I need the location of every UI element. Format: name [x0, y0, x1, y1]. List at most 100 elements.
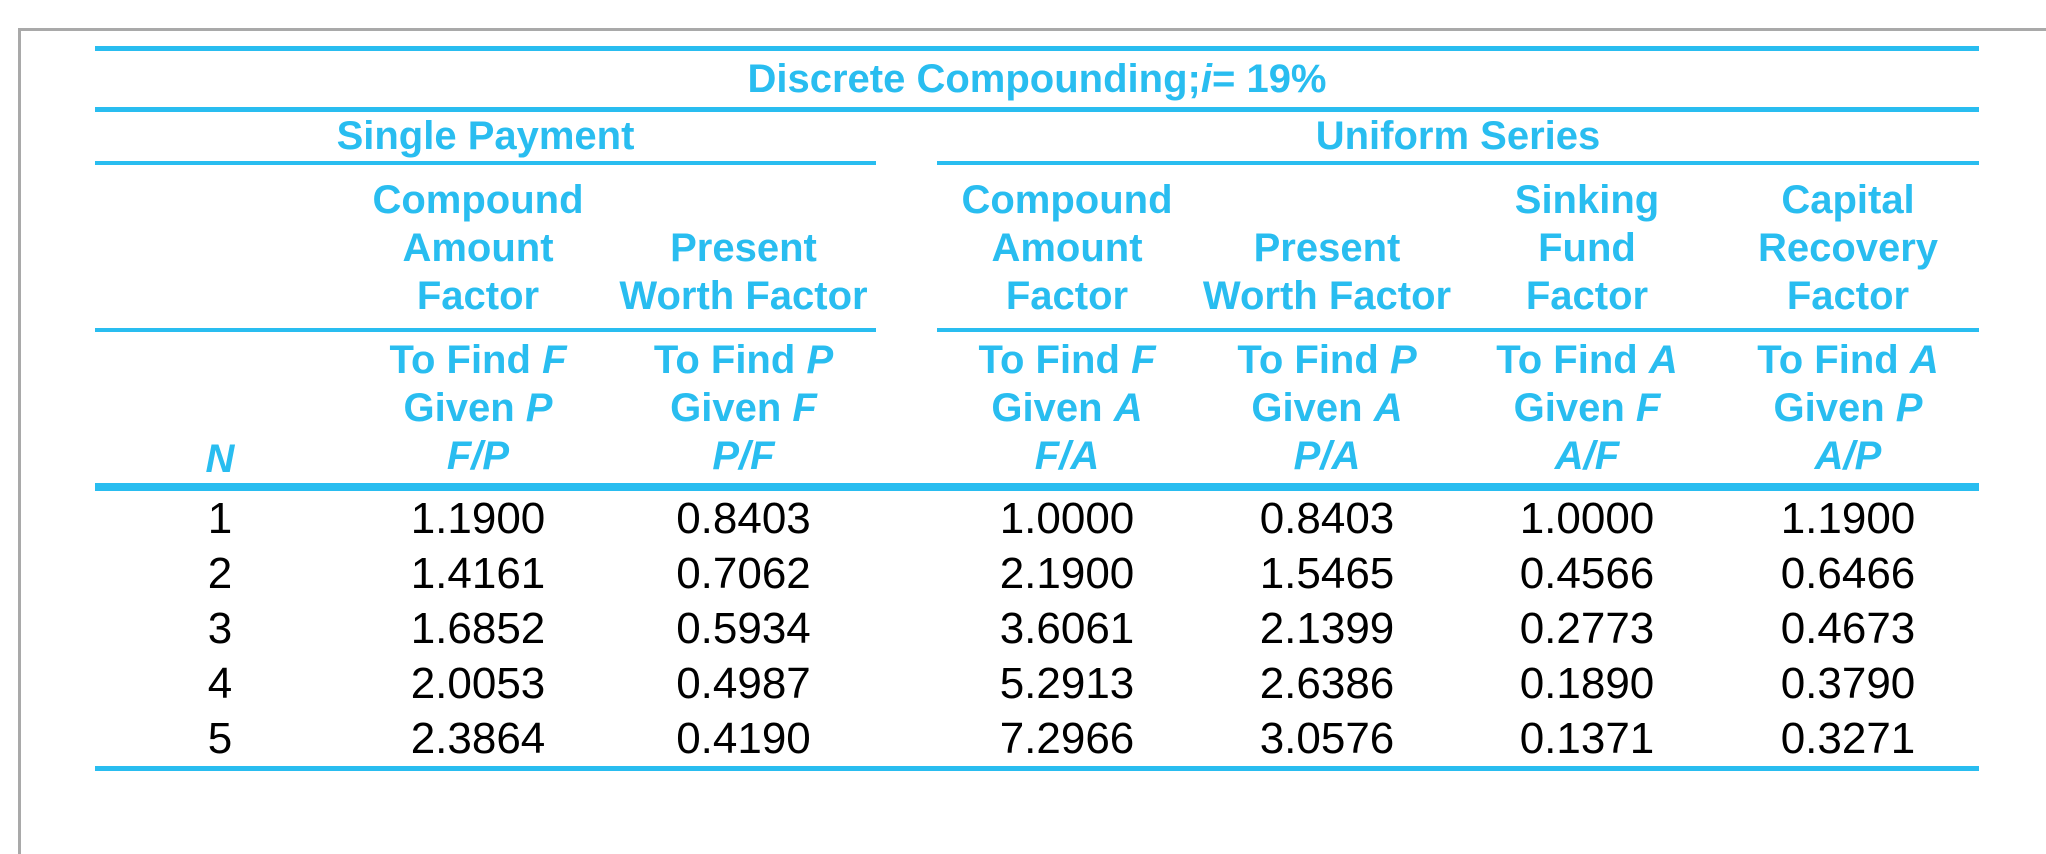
- column-header-line: Sinking: [1514, 178, 1660, 222]
- factor-value-cell: 0.4673: [1780, 603, 1916, 653]
- column-header-line: Factor: [1525, 274, 1649, 318]
- factor-value-cell: 0.8403: [676, 493, 811, 543]
- given-label: Given: [1513, 386, 1625, 430]
- factor-value-cell: 1.5465: [1259, 548, 1395, 598]
- to-find-line: To Find A: [1496, 336, 1677, 384]
- n-value-cell: 4: [207, 658, 233, 708]
- to-find-variable: P: [1389, 338, 1417, 382]
- factor-value-cell: 2.0053: [410, 658, 546, 708]
- to-find-variable: F: [1131, 338, 1156, 382]
- factor-ratio-symbol: A/F: [1554, 434, 1620, 478]
- given-label: Given: [1251, 386, 1363, 430]
- factor-value-cell: 0.7062: [676, 548, 811, 598]
- column-header: Sinking Fund Factor: [1457, 165, 1717, 328]
- given-variable: P: [525, 386, 553, 430]
- column-header: Compound Amount Factor: [937, 165, 1197, 328]
- factor-value-cell: 3.0576: [1259, 713, 1395, 763]
- to-find-label: To Find: [978, 338, 1120, 382]
- factor-value-cell: 0.3790: [1780, 658, 1916, 708]
- column-header-line: Worth Factor: [1202, 274, 1452, 318]
- factor-value-cell: 0.4190: [676, 713, 811, 763]
- column-header-line: Present: [1253, 226, 1401, 270]
- page-frame-border: [18, 28, 2046, 854]
- column-header-line: Factor: [416, 274, 540, 318]
- to-find-variable: F: [542, 338, 567, 382]
- given-line: Given F: [1514, 384, 1661, 432]
- column-header: Present Worth Factor: [1197, 165, 1457, 328]
- column-header-line: Amount: [991, 226, 1143, 270]
- given-line: Given A: [1251, 384, 1402, 432]
- factor-value-cell: 2.1399: [1259, 603, 1395, 653]
- column-header: Compound Amount Factor: [345, 165, 611, 328]
- column-header: Present Worth Factor: [611, 165, 876, 328]
- factor-value-cell: 1.1900: [1780, 493, 1916, 543]
- to-find-block: To Find A Given F A/F: [1457, 332, 1717, 483]
- rule-thick-above-data: [95, 483, 1979, 491]
- table-title-variable: i: [1200, 56, 1212, 101]
- factor-value-cell: 0.4987: [676, 658, 811, 708]
- factor-value-cell: 0.4566: [1519, 548, 1655, 598]
- given-variable: F: [792, 386, 817, 430]
- factor-value-cell: 0.1371: [1519, 713, 1655, 763]
- to-find-block: To Find F Given P F/P: [345, 332, 611, 483]
- interest-factor-table: Discrete Compounding; i = 19% Single Pay…: [95, 46, 1979, 771]
- rule-top: [95, 46, 1979, 51]
- n-column-header: N: [205, 437, 235, 481]
- factor-value-cell: 0.2773: [1519, 603, 1655, 653]
- given-variable: F: [1635, 386, 1661, 430]
- to-find-variable: A: [1909, 338, 1939, 382]
- given-variable: A: [1373, 386, 1403, 430]
- to-find-line: To Find P: [1237, 336, 1416, 384]
- to-find-label: To Find: [653, 338, 796, 382]
- rule-under-group-right: [937, 161, 1979, 165]
- given-label: Given: [991, 386, 1103, 430]
- factor-value-cell: 3.6061: [999, 603, 1135, 653]
- table-title: Discrete Compounding; i = 19%: [95, 51, 1979, 107]
- factor-value-cell: 7.2966: [999, 713, 1135, 763]
- factor-ratio-symbol: P/F: [712, 434, 775, 478]
- column-header-line: Recovery: [1757, 226, 1939, 270]
- given-line: Given A: [991, 384, 1142, 432]
- column-header-line: Worth Factor: [619, 274, 868, 318]
- to-find-block: To Find F Given A F/A: [937, 332, 1197, 483]
- to-find-label: To Find: [1496, 338, 1638, 382]
- table-title-prefix: Discrete Compounding;: [747, 56, 1201, 101]
- factor-value-cell: 0.8403: [1259, 493, 1395, 543]
- factor-ratio-symbol: F/P: [446, 434, 510, 478]
- column-header-line: Capital: [1781, 178, 1915, 222]
- factor-value-cell: 0.5934: [676, 603, 811, 653]
- n-value-cell: 2: [207, 548, 233, 598]
- given-label: Given: [670, 386, 782, 430]
- to-find-label: To Find: [1757, 338, 1899, 382]
- to-find-block: To Find A Given P A/P: [1717, 332, 1979, 483]
- factor-value-cell: 2.3864: [410, 713, 546, 763]
- column-header-line: Fund: [1538, 226, 1636, 270]
- to-find-line: To Find A: [1757, 336, 1938, 384]
- rule-under-title: [95, 107, 1979, 112]
- factor-value-cell: 2.6386: [1259, 658, 1395, 708]
- given-variable: A: [1113, 386, 1143, 430]
- rule-bottom: [95, 766, 1979, 771]
- given-label: Given: [403, 386, 515, 430]
- factor-value-cell: 0.3271: [1780, 713, 1916, 763]
- given-line: Given P: [1774, 384, 1923, 432]
- column-header-line: Amount: [402, 226, 554, 270]
- column-header-line: Present: [670, 226, 817, 270]
- column-header-line: Compound: [372, 178, 584, 222]
- rule-under-group-left: [95, 161, 876, 165]
- n-value-cell: 1: [207, 493, 233, 543]
- given-line: Given P: [404, 384, 553, 432]
- given-line: Given F: [670, 384, 817, 432]
- factor-value-cell: 2.1900: [999, 548, 1135, 598]
- group-header-single-payment: Single Payment: [336, 114, 635, 158]
- to-find-variable: A: [1648, 338, 1678, 382]
- to-find-line: To Find F: [979, 336, 1156, 384]
- factor-value-cell: 1.0000: [999, 493, 1135, 543]
- given-variable: P: [1895, 386, 1923, 430]
- n-value-cell: 3: [207, 603, 233, 653]
- factor-value-cell: 1.0000: [1519, 493, 1655, 543]
- factor-value-cell: 1.1900: [410, 493, 546, 543]
- to-find-line: To Find P: [654, 336, 833, 384]
- table-title-suffix: = 19%: [1211, 56, 1327, 101]
